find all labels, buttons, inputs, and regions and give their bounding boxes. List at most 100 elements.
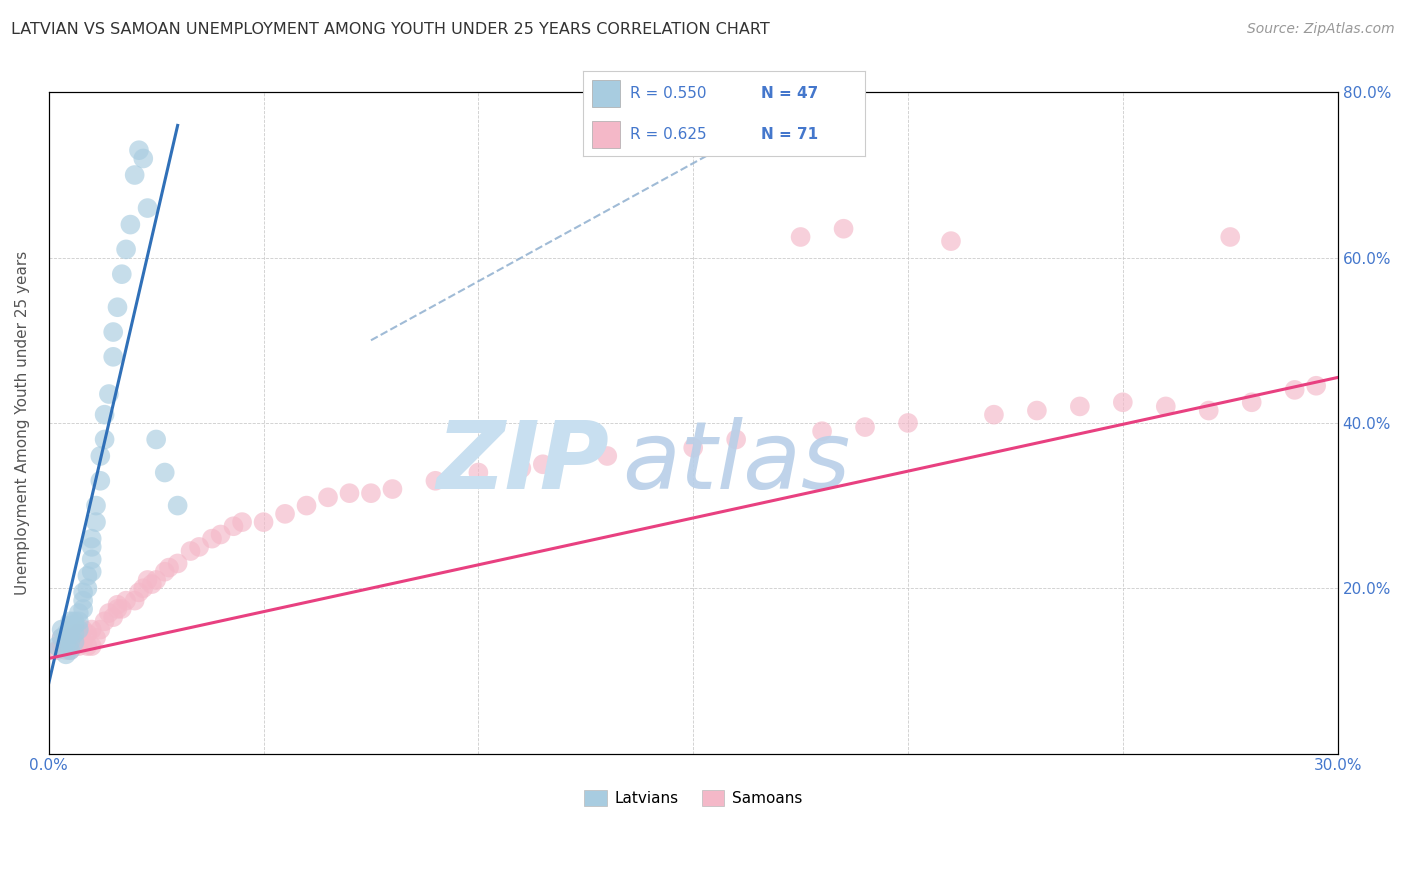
- Point: [381, 482, 404, 496]
- Point: [80, 639, 103, 653]
- Point: [103, 610, 125, 624]
- Point: [84, 499, 107, 513]
- Point: [93, 615, 115, 629]
- Point: [84, 515, 107, 529]
- Point: [274, 507, 297, 521]
- Point: [67, 615, 90, 629]
- Point: [63, 635, 86, 649]
- Point: [316, 491, 339, 505]
- Text: atlas: atlas: [623, 417, 851, 508]
- Point: [188, 540, 211, 554]
- Point: [97, 606, 120, 620]
- Point: [111, 602, 134, 616]
- Point: [103, 350, 125, 364]
- Text: Source: ZipAtlas.com: Source: ZipAtlas.com: [1247, 22, 1395, 37]
- Point: [97, 387, 120, 401]
- Text: R = 0.625: R = 0.625: [630, 127, 706, 142]
- Point: [115, 593, 138, 607]
- Point: [107, 598, 129, 612]
- Point: [360, 486, 382, 500]
- Point: [1219, 230, 1241, 244]
- Point: [939, 234, 962, 248]
- Point: [425, 474, 447, 488]
- Point: [252, 515, 274, 529]
- Point: [124, 168, 146, 182]
- Point: [67, 623, 90, 637]
- Point: [80, 623, 103, 637]
- Point: [682, 441, 704, 455]
- Point: [145, 573, 167, 587]
- FancyBboxPatch shape: [592, 80, 620, 107]
- Point: [89, 449, 111, 463]
- Point: [84, 631, 107, 645]
- Point: [157, 560, 180, 574]
- Point: [76, 581, 98, 595]
- Point: [596, 449, 619, 463]
- Point: [120, 218, 142, 232]
- Point: [510, 461, 533, 475]
- Point: [76, 569, 98, 583]
- Point: [811, 424, 834, 438]
- Point: [89, 474, 111, 488]
- Point: [295, 499, 318, 513]
- Point: [1305, 378, 1327, 392]
- Point: [76, 639, 98, 653]
- Point: [166, 499, 188, 513]
- Point: [76, 626, 98, 640]
- Point: [55, 626, 77, 640]
- Point: [63, 626, 86, 640]
- Point: [63, 615, 86, 629]
- Point: [983, 408, 1005, 422]
- Point: [80, 565, 103, 579]
- Point: [55, 635, 77, 649]
- Point: [136, 201, 159, 215]
- Point: [55, 635, 77, 649]
- Point: [832, 221, 855, 235]
- Point: [115, 243, 138, 257]
- Point: [59, 643, 82, 657]
- Point: [67, 606, 90, 620]
- Point: [222, 519, 245, 533]
- Point: [63, 618, 86, 632]
- Point: [209, 527, 232, 541]
- Text: R = 0.550: R = 0.550: [630, 86, 706, 101]
- Point: [59, 631, 82, 645]
- Point: [1198, 403, 1220, 417]
- Point: [80, 532, 103, 546]
- Point: [107, 300, 129, 314]
- Legend: Latvians, Samoans: Latvians, Samoans: [578, 784, 808, 812]
- Point: [153, 466, 176, 480]
- Point: [153, 565, 176, 579]
- Text: LATVIAN VS SAMOAN UNEMPLOYMENT AMONG YOUTH UNDER 25 YEARS CORRELATION CHART: LATVIAN VS SAMOAN UNEMPLOYMENT AMONG YOU…: [11, 22, 770, 37]
- Point: [67, 626, 90, 640]
- Point: [80, 540, 103, 554]
- Point: [59, 635, 82, 649]
- Text: ZIP: ZIP: [436, 417, 609, 508]
- Point: [145, 433, 167, 447]
- Point: [51, 623, 73, 637]
- Point: [72, 593, 94, 607]
- Point: [107, 602, 129, 616]
- Point: [201, 532, 224, 546]
- Point: [55, 643, 77, 657]
- Point: [93, 433, 115, 447]
- Point: [55, 648, 77, 662]
- Point: [132, 152, 155, 166]
- Point: [853, 420, 876, 434]
- Point: [1112, 395, 1135, 409]
- Text: N = 71: N = 71: [761, 127, 818, 142]
- Text: N = 47: N = 47: [761, 86, 818, 101]
- Point: [180, 544, 202, 558]
- Y-axis label: Unemployment Among Youth under 25 years: Unemployment Among Youth under 25 years: [15, 251, 30, 595]
- Point: [59, 626, 82, 640]
- Point: [128, 585, 150, 599]
- Point: [59, 615, 82, 629]
- Point: [89, 623, 111, 637]
- Point: [231, 515, 253, 529]
- Point: [51, 631, 73, 645]
- Point: [531, 457, 554, 471]
- Point: [103, 325, 125, 339]
- Point: [124, 593, 146, 607]
- Point: [111, 267, 134, 281]
- Point: [166, 557, 188, 571]
